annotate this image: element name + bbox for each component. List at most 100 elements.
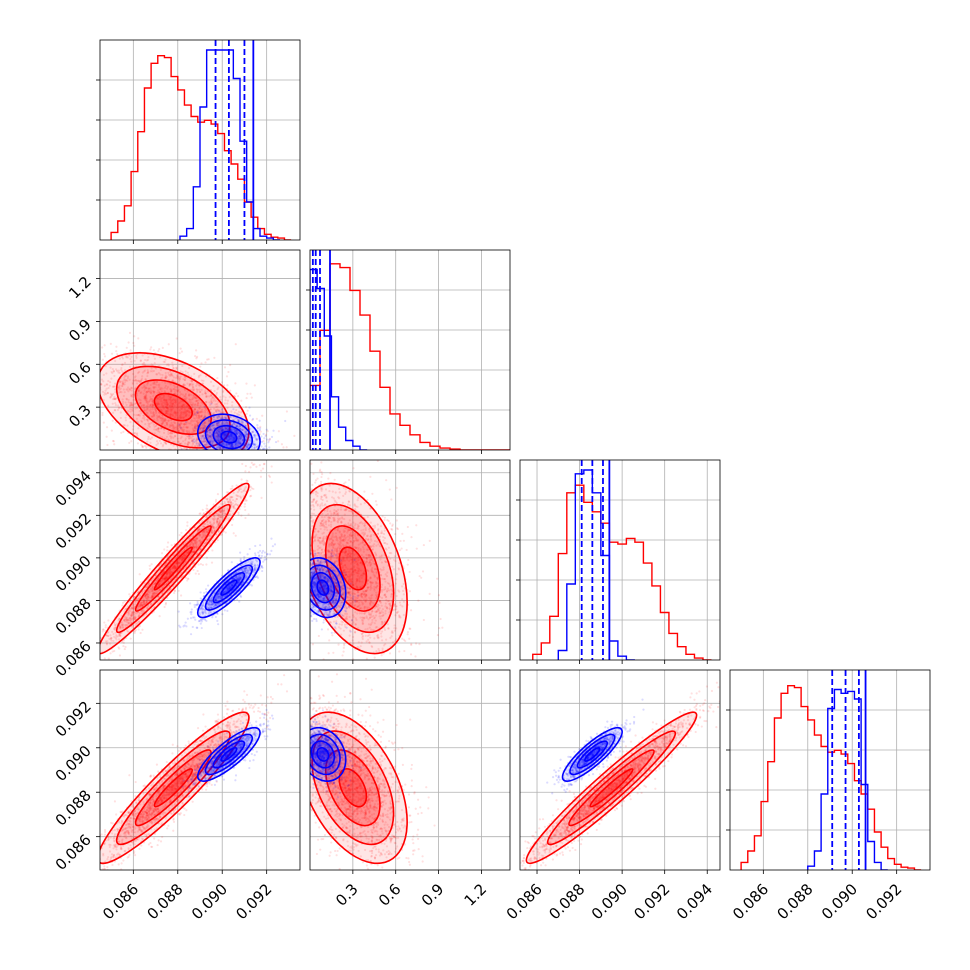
scatter-point (245, 433, 248, 436)
scatter-point (145, 446, 148, 450)
scatter-point (219, 432, 222, 435)
scatter-point (220, 422, 224, 425)
panel-grid (100, 250, 300, 450)
scatter-point (218, 447, 222, 450)
scatter-point (183, 405, 186, 409)
scatter-point (191, 406, 194, 409)
scatter-point (186, 443, 190, 446)
scatter-point (218, 440, 221, 443)
scatter-point (224, 433, 227, 436)
scatter-point (237, 418, 240, 421)
scatter-point (221, 613, 224, 616)
scatter-point (215, 393, 218, 396)
scatter-point (177, 402, 181, 405)
scatter-point (119, 380, 122, 383)
scatter-point (200, 437, 203, 440)
scatter-point (174, 448, 177, 450)
scatter-point (161, 423, 164, 426)
scatter-point (176, 374, 179, 377)
scatter-point (120, 390, 123, 394)
scatter-point (198, 414, 201, 417)
scatter-point (240, 434, 243, 437)
scatter-point (204, 407, 207, 411)
scatter-point (252, 487, 255, 491)
scatter-point (250, 461, 253, 464)
scatter-point (237, 437, 240, 440)
scatter-point (84, 389, 86, 391)
scatter-point (251, 431, 254, 434)
scatter-point (129, 408, 132, 411)
scatter-point (182, 403, 185, 407)
scatter-point (186, 442, 189, 446)
scatter-point (256, 438, 259, 441)
scatter-point (165, 572, 168, 576)
scatter-point (211, 424, 214, 427)
scatter-point (74, 682, 76, 684)
scatter-point (187, 374, 190, 377)
scatter-point (184, 370, 187, 373)
scatter-point (270, 435, 274, 439)
scatter-point (225, 445, 229, 448)
scatter-point (145, 601, 148, 604)
scatter-point (134, 616, 138, 619)
scatter-point (227, 370, 230, 374)
scatter-point (97, 417, 99, 419)
scatter-point (135, 417, 138, 420)
scatter-point (112, 411, 115, 414)
scatter-point (132, 372, 135, 376)
scatter-point (123, 600, 126, 603)
scatter-point (151, 405, 154, 408)
scatter-point (247, 438, 251, 442)
scatter-point (211, 439, 214, 442)
scatter-point (201, 440, 204, 443)
scatter-point (218, 430, 221, 433)
scatter-point (168, 415, 171, 418)
scatter-point (188, 393, 191, 396)
scatter-point (218, 427, 221, 431)
scatter-point (231, 485, 234, 488)
scatter-point (217, 436, 220, 439)
scatter-point (170, 405, 174, 408)
scatter-point (222, 395, 225, 398)
scatter-point (196, 390, 199, 393)
scatter-point (236, 429, 239, 432)
scatter-point (188, 414, 191, 417)
scatter-point (215, 421, 219, 425)
scatter-point (161, 578, 164, 581)
scatter-point (239, 433, 242, 436)
scatter-point (264, 434, 267, 438)
scatter-point (259, 475, 263, 478)
scatter-point (108, 637, 111, 640)
scatter-point (110, 370, 113, 374)
scatter-point (232, 532, 235, 535)
scatter-point (225, 428, 228, 431)
scatter-point (122, 430, 125, 433)
scatter-point (170, 373, 173, 376)
scatter-point (145, 394, 148, 397)
scatter-point (207, 358, 210, 361)
scatter-point (211, 442, 214, 446)
scatter-point (111, 419, 114, 422)
scatter-point (156, 389, 160, 392)
scatter-point (215, 431, 218, 434)
scatter-point (228, 438, 231, 441)
scatter-point (188, 383, 191, 386)
scatter-point (253, 434, 256, 437)
scatter-point (144, 595, 147, 598)
scatter-point (154, 598, 158, 602)
scatter-point (203, 414, 207, 417)
scatter-point (127, 375, 130, 378)
scatter-point (177, 610, 180, 613)
scatter-point (245, 444, 248, 447)
scatter-point (217, 414, 221, 418)
scatter-point (152, 381, 155, 384)
scatter-point (244, 470, 247, 473)
scatter-point (149, 407, 152, 411)
scatter-point (95, 393, 97, 395)
scatter-point (192, 417, 195, 420)
scatter-point (139, 581, 143, 584)
scatter-point (234, 423, 237, 426)
scatter-point (178, 377, 182, 380)
scatter-point (231, 523, 234, 527)
scatter-point (213, 424, 216, 427)
